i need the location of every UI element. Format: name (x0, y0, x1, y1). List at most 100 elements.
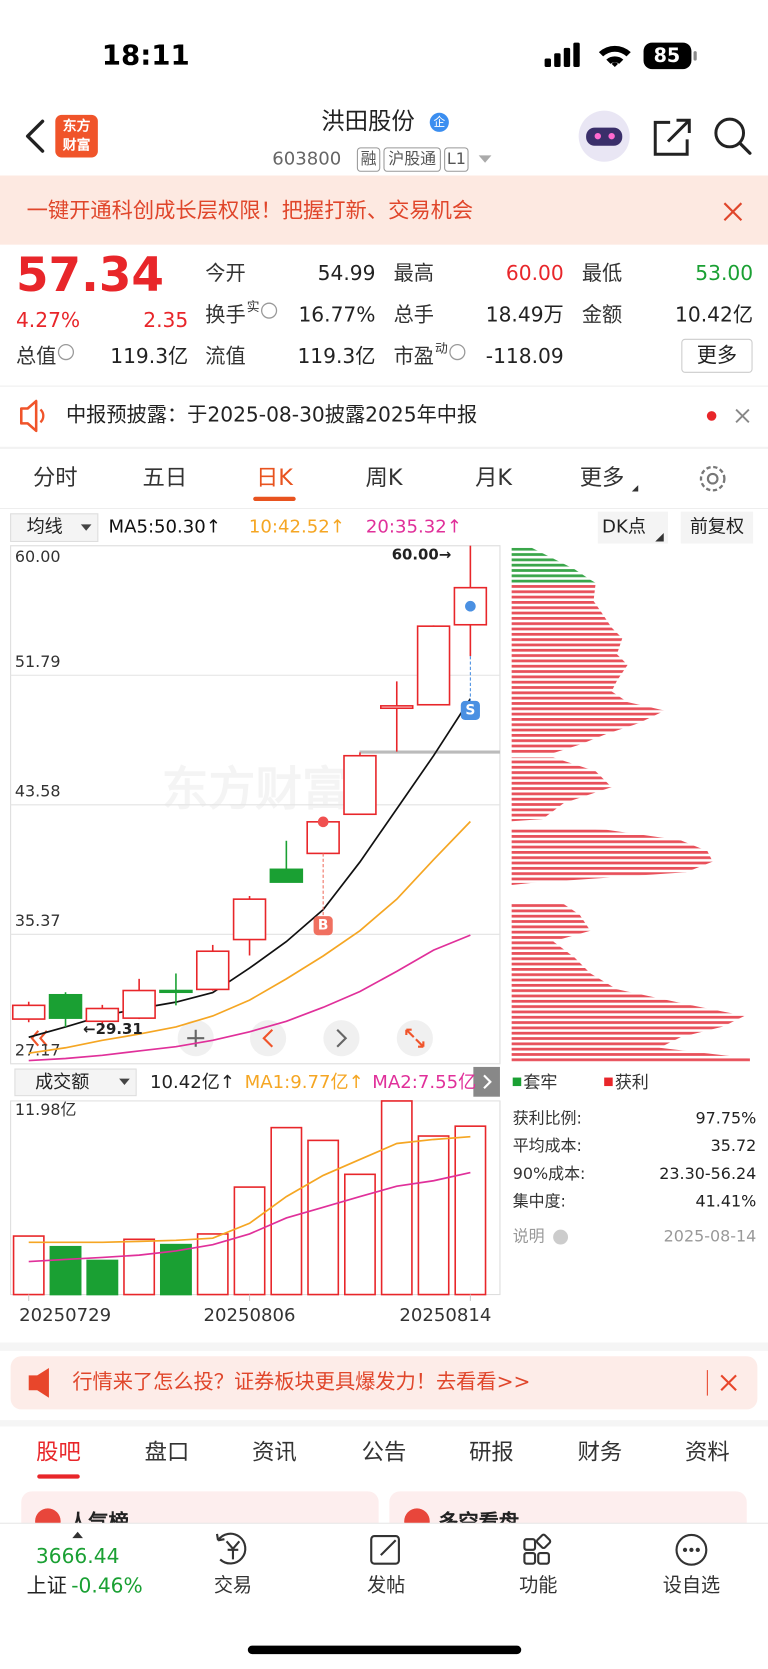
volume-bar (12, 1235, 45, 1296)
volume-selector[interactable] (14, 1068, 137, 1097)
divider (0, 1342, 768, 1351)
volume-bar (123, 1238, 156, 1296)
more-button[interactable] (681, 338, 753, 373)
field-label: 总手 (394, 302, 434, 326)
search-button[interactable] (714, 117, 746, 149)
info-icon[interactable] (449, 344, 466, 361)
stock-code: 603800 (272, 149, 341, 170)
candle-body (11, 1004, 46, 1020)
tab[interactable]: 分时 (33, 465, 78, 491)
field-label: 总值 (16, 344, 56, 368)
volume-bar (380, 1100, 413, 1296)
volume-bar (417, 1135, 450, 1296)
tag-box (383, 147, 441, 172)
tab[interactable]: 五日 (143, 465, 188, 491)
candle-body (122, 989, 156, 1019)
logo (55, 114, 98, 158)
y-tick-label: 60.00 (15, 547, 61, 566)
volume-ma-line (28, 1135, 471, 1244)
signal-box (460, 700, 480, 720)
volume-bar (159, 1243, 192, 1296)
home-indicator (247, 1645, 522, 1655)
chip-stat-value: 97.75% (696, 1109, 757, 1128)
nav-item[interactable]: 发帖 (367, 1574, 405, 1597)
bottom-tab[interactable]: 股吧 (36, 1440, 81, 1466)
bottom-tab[interactable]: 盘口 (145, 1440, 190, 1466)
y-tick-label: 27.17 (15, 1040, 61, 1059)
volume-ma-line (28, 1171, 471, 1263)
candle-body (269, 868, 304, 883)
dk-button[interactable] (597, 511, 669, 544)
feature-cards (21, 1491, 747, 1524)
candle-body (343, 754, 377, 816)
header-icons (25, 110, 752, 163)
feature-card-title: 多空看盘 (438, 1510, 519, 1534)
info-icon[interactable] (57, 344, 75, 361)
close-banner[interactable] (723, 202, 743, 221)
candle-body (416, 625, 451, 706)
status-icons (544, 42, 697, 70)
tab[interactable]: 日K (256, 465, 294, 491)
ma-selector[interactable] (10, 513, 99, 542)
ad-text: 行情来了怎么投？证券板块更具爆发力！去看看>> (72, 1369, 530, 1393)
bottom-tab[interactable]: 财务 (578, 1440, 623, 1466)
tag: 融 (361, 149, 377, 168)
back-button[interactable] (25, 119, 45, 153)
change: 2.35 (143, 308, 188, 332)
ad-card[interactable] (10, 1356, 758, 1410)
close-ad[interactable] (720, 1374, 737, 1392)
notice-icons (19, 399, 750, 433)
volume-bar (49, 1245, 82, 1296)
volume-next[interactable] (473, 1066, 500, 1097)
chart-controls[interactable] (30, 1020, 433, 1057)
y-tick-label: 11.98亿 (15, 1100, 77, 1119)
share-button[interactable] (653, 118, 691, 156)
volume-ma-label: MA1:9.77亿↑ (245, 1072, 364, 1093)
ma-label: 10:42.52↑ (249, 517, 345, 538)
settings-button[interactable] (699, 465, 726, 492)
volume-selector-label: 成交额 (35, 1072, 89, 1093)
info-icon[interactable] (553, 1229, 569, 1245)
adjust-button[interactable] (680, 511, 754, 544)
field-sup: 动 (435, 341, 448, 356)
bottom-tab[interactable]: 资料 (685, 1440, 730, 1466)
candle-body (306, 821, 340, 855)
tag: L1 (447, 149, 466, 168)
tab[interactable]: 周K (366, 465, 404, 491)
banner[interactable] (0, 175, 768, 245)
bottom-tab-underline (37, 1474, 80, 1479)
tab[interactable]: 更多 (580, 465, 625, 491)
field-label: 流值 (205, 344, 245, 368)
field-value: 54.99 (318, 261, 376, 285)
volume-bar (307, 1139, 340, 1296)
legend-swatch (512, 1077, 522, 1087)
bottom-tab[interactable]: 公告 (362, 1440, 407, 1466)
tag-box (444, 147, 469, 172)
field-label: 换手 (205, 302, 245, 326)
bottom-tab[interactable]: 研报 (469, 1440, 514, 1466)
ma-selector-label: 均线 (27, 517, 63, 538)
chip-stat-label: 90%成本: (513, 1164, 586, 1183)
chip-date: 2025-08-14 (664, 1227, 757, 1246)
ma-line (28, 820, 471, 1055)
price: 57.34 (16, 249, 164, 303)
info-icon[interactable] (261, 302, 278, 319)
field-label: 市盈 (394, 344, 434, 368)
signal-dot (465, 600, 476, 612)
volume-bar (270, 1126, 303, 1296)
bottom-tab[interactable]: 资讯 (252, 1440, 297, 1466)
nav-item[interactable]: 设自选 (663, 1574, 720, 1597)
ma-line (28, 934, 471, 1062)
candle-body (232, 898, 267, 941)
candle-body (85, 1007, 120, 1023)
chip-legend: 套牢 (523, 1073, 557, 1093)
field-value: 60.00 (506, 261, 564, 285)
index-value: 3666.44 (36, 1544, 120, 1568)
nav-item[interactable]: 交易 (214, 1574, 252, 1597)
chip-stat-value: 41.41% (696, 1192, 757, 1211)
nav-bar (0, 1523, 768, 1669)
tab[interactable]: 月K (475, 465, 513, 491)
index-arrow (72, 1531, 83, 1539)
nav-item[interactable]: 功能 (519, 1574, 557, 1597)
